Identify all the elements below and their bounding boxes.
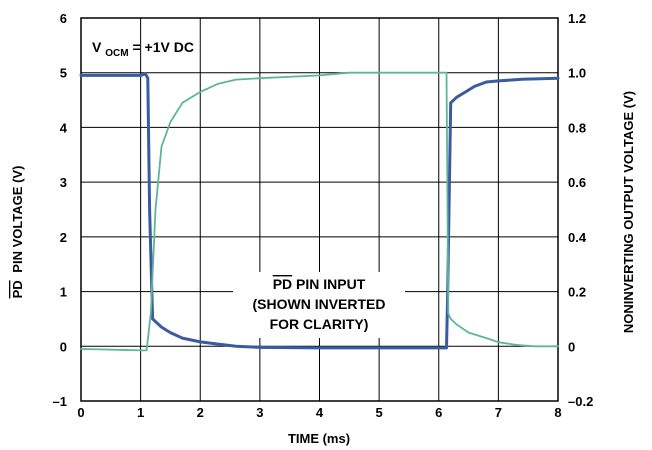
pd-annotation-line1-rest: PIN INPUT: [296, 276, 366, 292]
y-right-tick-label: 1.0: [568, 66, 586, 81]
y-right-tick-label: 0.8: [568, 120, 586, 135]
y-right-tick-label: 0.4: [568, 230, 587, 245]
y-axis-right-title: NONINVERTING OUTPUT VOLTAGE (V): [621, 91, 636, 333]
y-left-tick-label: 6: [60, 11, 67, 26]
y-right-tick-label: 0.2: [568, 285, 586, 300]
y-left-tick-label: 4: [60, 120, 68, 135]
plot-area: [79, 71, 560, 352]
vocm-annotation: V OCM = +1V DC: [92, 39, 194, 59]
y-axis-left-label: PIN VOLTAGE (V): [10, 166, 25, 273]
plot-frame: [80, 17, 559, 402]
y-left-tick-label: –1: [53, 394, 67, 409]
x-tick-label: 6: [435, 405, 442, 420]
x-tick-label: 8: [554, 405, 561, 420]
vocm-suffix: = +1V DC: [132, 39, 193, 55]
x-tick-label: 5: [376, 405, 383, 420]
y-axis-left-title: PD PIN VOLTAGE (V): [10, 166, 25, 299]
pd-annotation-overline: PD: [273, 276, 292, 292]
y-right-tick-label: –0.2: [568, 394, 593, 409]
pd-annotation-background: [233, 272, 405, 338]
grid: [80, 17, 559, 402]
y-right-tick-label: 0: [568, 339, 575, 354]
y-left-tick-label: 0: [60, 339, 67, 354]
series-line-pd-pin: [79, 72, 560, 350]
vocm-subscript: OCM: [105, 48, 128, 59]
pd-annotation-line2: (SHOWN INVERTED: [253, 296, 386, 312]
x-tick-label: 3: [256, 405, 263, 420]
x-tick-label: 7: [495, 405, 502, 420]
vocm-prefix: V: [92, 39, 102, 55]
y-left-tick-label: 5: [60, 66, 67, 81]
y-right-tick-label: 0.6: [568, 175, 586, 190]
y-right-tick-label: 1.2: [568, 11, 586, 26]
x-tick-label: 0: [77, 405, 84, 420]
x-tick-label: 4: [316, 405, 324, 420]
x-tick-label: 2: [197, 405, 204, 420]
x-axis-title: TIME (ms): [288, 431, 350, 446]
tick-labels: 0 1 2 3 4 5 6 7 8 6 5 4 3 2 1 0 –1 1.2 1.0 0.8 0.6 0.4 0.2 0 –0.…: [53, 11, 594, 420]
pd-annotation-line3: FOR CLARITY): [270, 316, 369, 332]
pd-annotation-line1: PD PIN INPUT: [273, 276, 366, 292]
y-axis-left-overline: PD: [10, 280, 25, 298]
x-tick-label: 1: [137, 405, 144, 420]
y-left-tick-label: 3: [60, 175, 67, 190]
series-line-output: [80, 71, 559, 352]
y-left-tick-label: 2: [60, 230, 67, 245]
y-left-tick-label: 1: [60, 285, 67, 300]
